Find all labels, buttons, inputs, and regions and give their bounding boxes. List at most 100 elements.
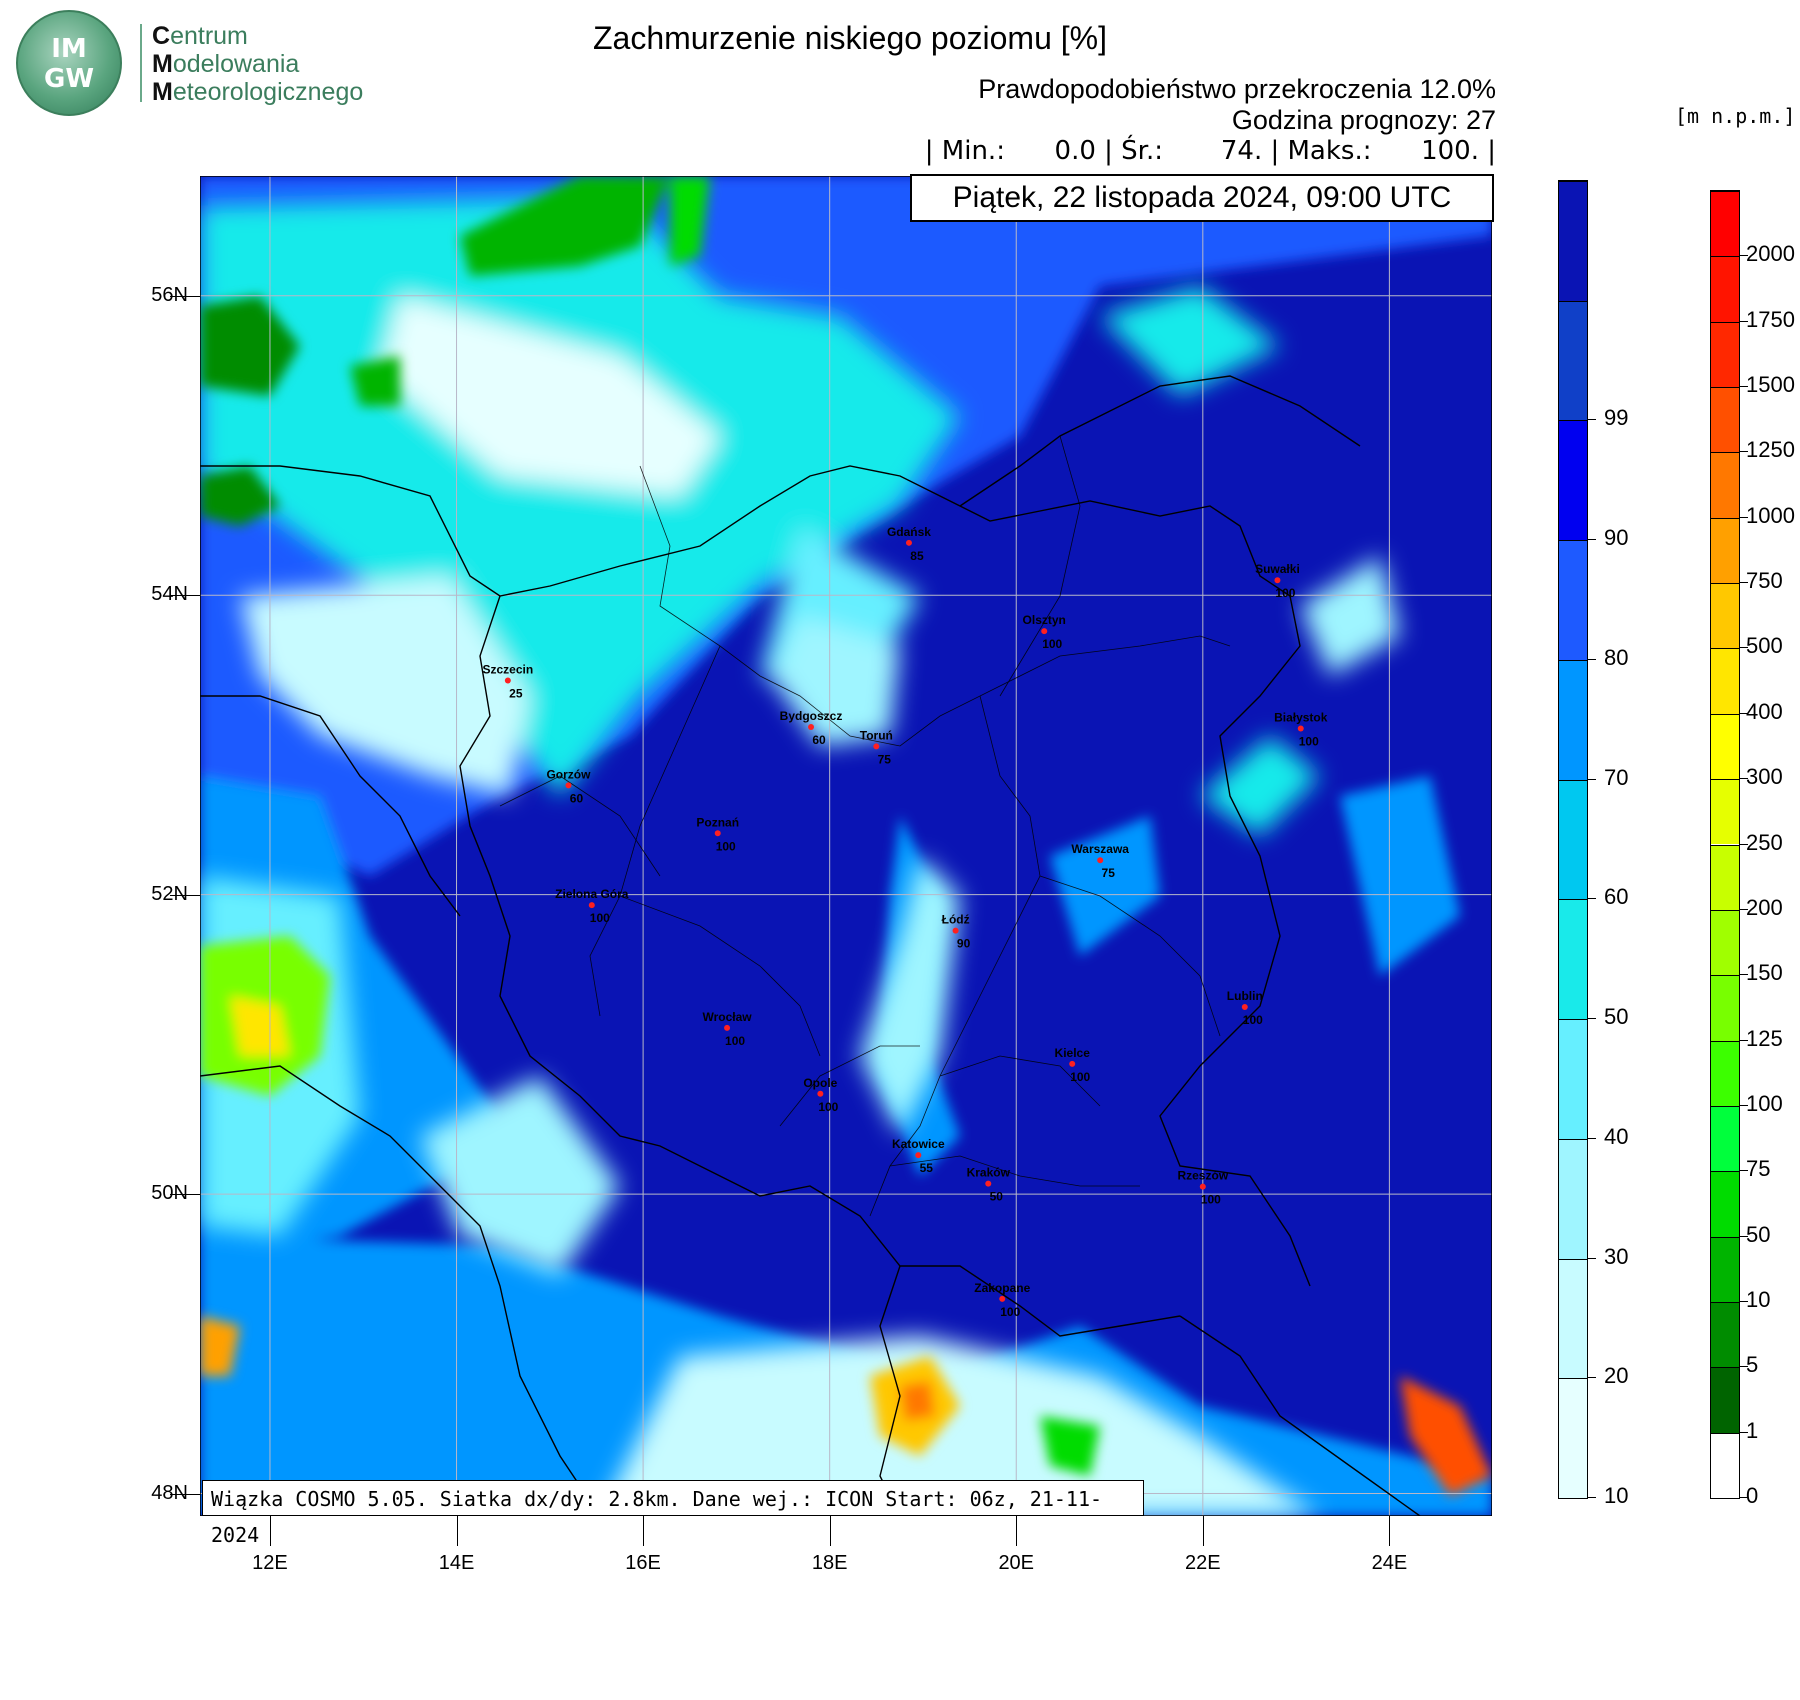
city-value: 50 — [990, 1190, 1004, 1204]
imgw-emblem-icon: IM GW — [16, 10, 122, 116]
colorbar-label: 1750 — [1746, 306, 1795, 332]
city-dot — [817, 1090, 824, 1097]
city-name: Opole — [803, 1076, 837, 1090]
colorbar-label: 75 — [1746, 1156, 1771, 1182]
colorbar-tick — [1740, 974, 1748, 976]
lon-tick — [1016, 1516, 1018, 1546]
colorbar-tick — [1588, 898, 1596, 900]
city-dot — [1274, 577, 1281, 584]
cloud-field-light — [200, 196, 1400, 1516]
lat-tick-label: 48N — [151, 1481, 188, 1504]
lon-tick — [829, 1516, 831, 1546]
forecast-hour: Godzina prognozy: 27 — [1231, 105, 1496, 135]
colorbar-tick — [1740, 255, 1748, 257]
colorbar-label: 200 — [1746, 894, 1783, 920]
colorbar-segment — [1559, 659, 1587, 780]
colorbar-label: 10 — [1746, 1286, 1771, 1312]
city-dot — [985, 1180, 992, 1187]
cloud-cover-map: Gdańsk 85 Suwałki 100 Olsztyn 100 Szczecin 25 By… — [200, 176, 1492, 1516]
city-marker: Olsztyn 100 — [1023, 613, 1066, 651]
lon-tick-label: 14E — [438, 1552, 475, 1574]
city-marker: Opole 100 — [803, 1076, 838, 1114]
lon-tick — [456, 1516, 458, 1546]
lon-tick — [1389, 1516, 1391, 1546]
colorbar-segment — [1711, 975, 1739, 1041]
imgw-logo: IM GW Centrum Modelowania Meteorologiczn… — [10, 10, 380, 116]
lat-tick-label: 52N — [151, 882, 188, 905]
city-name: Bydgoszcz — [780, 709, 843, 723]
colorbar-segment — [1711, 256, 1739, 322]
city-dot — [565, 782, 572, 789]
city-value: 55 — [920, 1161, 934, 1175]
city-marker: Wrocław 100 — [702, 1010, 752, 1048]
city-marker: Warszawa 75 — [1071, 842, 1129, 880]
colorbar-label: 500 — [1746, 633, 1783, 659]
colorbar-label: 150 — [1746, 960, 1783, 986]
city-marker: Łódź 90 — [942, 913, 971, 951]
city-dot — [905, 539, 912, 546]
colorbar-label: 40 — [1604, 1123, 1629, 1149]
colorbar-tick — [1740, 582, 1748, 584]
colorbar-tick — [1740, 647, 1748, 649]
city-value: 100 — [716, 839, 736, 853]
colorbar-label: 70 — [1604, 764, 1629, 790]
colorbar-segment — [1559, 899, 1587, 1020]
colorbar-tick — [1740, 1497, 1748, 1498]
logo-wordmark: Centrum Modelowania Meteorologicznego — [152, 22, 364, 106]
city-marker: Gorzów 60 — [546, 767, 591, 805]
city-marker: Poznań 100 — [696, 815, 739, 853]
city-marker: Białystok 100 — [1274, 710, 1328, 748]
colorbar-segment — [1711, 1040, 1739, 1106]
city-marker: Katowice 55 — [892, 1137, 945, 1175]
city-value: 90 — [957, 937, 971, 951]
city-name: Suwałki — [1255, 562, 1300, 576]
colorbar-segment — [1559, 181, 1587, 301]
city-name: Kielce — [1055, 1046, 1091, 1060]
colorbar-segment — [1559, 1138, 1587, 1259]
city-dot — [1069, 1060, 1076, 1067]
colorbar-label: 1 — [1746, 1417, 1759, 1443]
colorbar-tick — [1740, 1300, 1748, 1302]
city-value: 75 — [1102, 866, 1116, 880]
city-value: 75 — [878, 752, 892, 766]
colorbar-segment — [1711, 779, 1739, 845]
city-value: 100 — [725, 1034, 745, 1048]
colorbar-segment — [1711, 713, 1739, 780]
colorbar-segment — [1559, 1378, 1587, 1498]
colorbar-segment — [1711, 387, 1739, 453]
colorbar-tick — [1740, 451, 1748, 453]
colorbar-tick — [1740, 1366, 1748, 1368]
city-value: 100 — [1042, 637, 1062, 651]
city-dot — [1199, 1183, 1206, 1190]
colorbar-label: 5 — [1746, 1352, 1759, 1378]
colorbar-tick — [1740, 386, 1748, 388]
city-marker: Kraków 50 — [967, 1166, 1011, 1204]
lon-tick-label: 12E — [252, 1552, 288, 1574]
lon-tick — [269, 1516, 271, 1546]
lon-tick-label: 18E — [811, 1552, 848, 1574]
city-name: Warszawa — [1071, 842, 1129, 856]
city-marker: Zakopane 100 — [974, 1281, 1030, 1319]
colorbar-segment — [1559, 1019, 1587, 1139]
lat-tick — [170, 1493, 200, 1495]
colorbar-label: 1000 — [1746, 502, 1795, 528]
colorbar-segment — [1711, 1367, 1739, 1433]
colorbar-label: 99 — [1604, 405, 1629, 431]
city-dot — [952, 927, 959, 934]
lat-tick-label: 50N — [151, 1182, 188, 1205]
city-name: Poznań — [696, 815, 739, 829]
city-name: Gorzów — [546, 767, 591, 781]
city-name: Katowice — [892, 1137, 945, 1151]
city-dot — [588, 902, 595, 909]
city-name: Toruń — [860, 728, 893, 742]
colorbar-tick — [1740, 1170, 1748, 1172]
colorbar-tick — [1740, 1104, 1748, 1106]
colorbar-segment — [1711, 191, 1739, 257]
city-value: 100 — [1000, 1305, 1020, 1319]
colorbar-label: 10 — [1604, 1483, 1629, 1508]
city-dot — [873, 743, 880, 750]
voivodeship-borders — [499, 435, 1231, 1217]
lat-tick — [170, 1194, 200, 1196]
colorbar-label: 400 — [1746, 698, 1783, 724]
city-dot — [999, 1295, 1006, 1302]
